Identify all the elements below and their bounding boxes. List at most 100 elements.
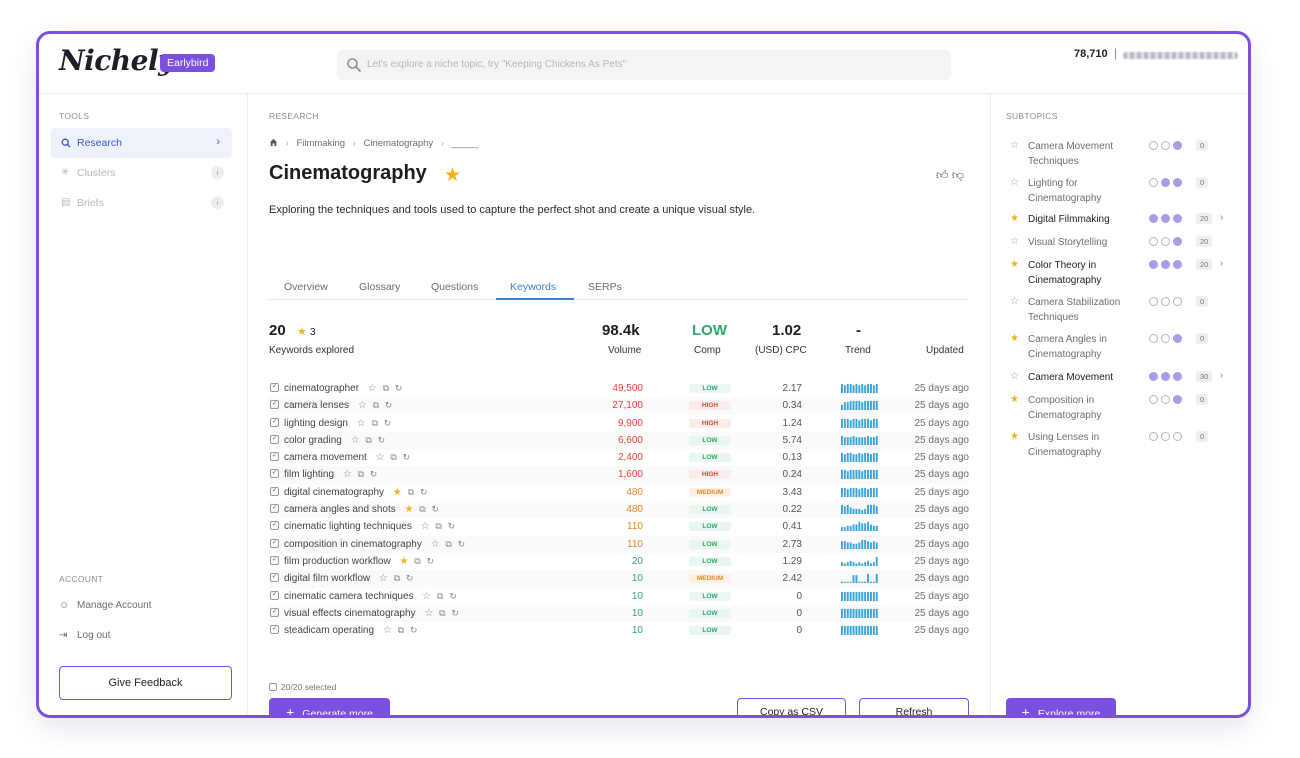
star-outline-icon[interactable]: ☆ (342, 469, 352, 481)
subtopic-label[interactable]: Color Theory in Cinematography (1028, 260, 1102, 286)
keyword-text[interactable]: digital cinematography (284, 486, 385, 498)
table-row[interactable]: ✓ steadicam operating ☆ ⧉ ↻ 10 LOW 0 25 … (269, 622, 969, 639)
home-icon[interactable] (269, 138, 281, 149)
subtopic-label[interactable]: Camera Stabilization Techniques (1028, 297, 1121, 323)
refresh-icon[interactable]: ↻ (405, 573, 414, 584)
refresh-icon[interactable]: ↻ (449, 590, 457, 601)
star-outline-icon[interactable]: ☆ (420, 521, 430, 533)
table-row[interactable]: ✓ film lighting ☆ ⧉ ↻ 1,600 HIGH 0.24 25… (269, 466, 969, 484)
star-filled-icon[interactable]: ★ (1010, 333, 1019, 344)
thumbs-up-icon[interactable]: 👍︎ (936, 168, 949, 182)
chevron-right-icon[interactable]: › (1220, 370, 1224, 381)
table-row[interactable]: ✓ color grading ☆ ⧉ ↻ 6,600 LOW 5.74 25 … (269, 431, 969, 450)
row-checkbox[interactable]: ✓ (270, 538, 279, 548)
chevron-right-icon[interactable]: › (1220, 212, 1224, 223)
table-row[interactable]: ✓ film production workflow ★ ⧉ ↻ 20 LOW … (269, 553, 969, 570)
tab-overview[interactable]: Overview (284, 281, 328, 293)
give-feedback-button[interactable]: Give Feedback (59, 666, 232, 700)
star-outline-icon[interactable]: ☆ (357, 400, 367, 412)
refresh-icon[interactable]: ↻ (383, 417, 392, 428)
keyword-text[interactable]: camera lenses (284, 400, 350, 412)
subtopic-label[interactable]: Digital Filmmaking (1028, 214, 1110, 225)
star-outline-icon[interactable]: ☆ (382, 625, 392, 637)
checkbox-icon[interactable] (269, 683, 277, 691)
manage-account-link[interactable]: ☺ Manage Account (59, 600, 152, 611)
thumbs-down-icon[interactable]: 👎︎ (951, 168, 965, 182)
star-outline-icon[interactable]: ☆ (1010, 236, 1019, 247)
external-link-icon[interactable]: ⧉ (357, 469, 364, 480)
external-link-icon[interactable]: ⧉ (407, 486, 415, 497)
row-checkbox[interactable]: ✓ (270, 469, 279, 479)
table-row[interactable]: ✓ camera angles and shots ★ ⧉ ↻ 480 LOW … (269, 501, 969, 519)
subtopic-label[interactable]: Camera Angles in Cinematography (1028, 334, 1107, 360)
external-link-icon[interactable]: ⧉ (397, 625, 405, 636)
keyword-text[interactable]: visual effects cinematography (284, 607, 416, 619)
star-filled-icon[interactable]: ★ (1010, 259, 1019, 270)
table-row[interactable]: ✓ digital film workflow ☆ ⧉ ↻ 10 MEDIUM … (269, 570, 969, 588)
star-outline-icon[interactable]: ☆ (1010, 296, 1019, 307)
star-filled-icon[interactable]: ★ (392, 486, 402, 498)
sidebar-item-clusters[interactable]: ✳ Clusters i (51, 158, 232, 188)
user-email-redacted[interactable] (1123, 52, 1238, 59)
refresh-icon[interactable]: ↻ (426, 555, 435, 566)
subtopic-label[interactable]: Lighting for Cinematography (1028, 178, 1102, 204)
tab-serps[interactable]: SERPs (588, 281, 622, 293)
row-checkbox[interactable]: ✓ (270, 434, 279, 444)
subtopic-label[interactable]: Camera Movement (1028, 372, 1114, 383)
refresh-icon[interactable]: ↻ (369, 469, 378, 480)
refresh-icon[interactable]: ↻ (419, 486, 428, 497)
row-checkbox[interactable]: ✓ (270, 417, 279, 427)
info-icon[interactable]: i (211, 166, 224, 179)
star-filled-icon[interactable]: ★ (1010, 431, 1019, 442)
external-link-icon[interactable]: ⧉ (439, 607, 446, 618)
table-row[interactable]: ✓ digital cinematography ★ ⧉ ↻ 480 MEDIU… (269, 484, 969, 501)
keyword-text[interactable]: cinematic camera techniques (284, 590, 414, 602)
refresh-button[interactable]: Refresh (859, 698, 969, 715)
row-checkbox[interactable]: ✓ (270, 607, 279, 617)
star-outline-icon[interactable]: ☆ (424, 607, 434, 619)
star-outline-icon[interactable]: ☆ (350, 434, 360, 446)
external-link-icon[interactable]: ⧉ (371, 417, 378, 428)
star-filled-icon[interactable]: ★ (1010, 213, 1019, 224)
table-row[interactable]: ✓ visual effects cinematography ☆ ⧉ ↻ 10… (269, 604, 969, 623)
logout-link[interactable]: ⇥ Log out (59, 630, 110, 641)
keyword-text[interactable]: cinematographer (284, 383, 360, 394)
refresh-icon[interactable]: ↻ (394, 383, 403, 393)
external-link-icon[interactable]: ⧉ (372, 400, 379, 411)
app-logo[interactable]: Nichely (59, 44, 174, 77)
row-checkbox[interactable]: ✓ (270, 625, 279, 635)
sidebar-item-research[interactable]: Research › (51, 128, 232, 158)
table-row[interactable]: ✓ lighting design ☆ ⧉ ↻ 9,900 HIGH 1.24 … (269, 415, 969, 432)
subtopic-label[interactable]: Using Lenses in Cinematography (1028, 432, 1102, 458)
row-checkbox[interactable]: ✓ (270, 573, 279, 583)
star-filled-icon[interactable]: ★ (1010, 394, 1019, 405)
table-row[interactable]: ✓ cinematic lighting techniques ☆ ⧉ ↻ 11… (269, 518, 969, 535)
external-link-icon[interactable]: ⧉ (419, 504, 426, 515)
row-checkbox[interactable]: ✓ (270, 486, 279, 496)
refresh-icon[interactable]: ↻ (457, 538, 466, 549)
keyword-text[interactable]: lighting design (284, 417, 348, 429)
tab-glossary[interactable]: Glossary (359, 281, 401, 293)
external-link-icon[interactable]: ⧉ (382, 383, 390, 393)
external-link-icon[interactable]: ⧉ (435, 521, 442, 532)
row-checkbox[interactable]: ✓ (270, 504, 279, 514)
subtopic-label[interactable]: Composition in Cinematography (1028, 395, 1102, 421)
refresh-icon[interactable]: ↻ (409, 625, 418, 636)
tab-keywords[interactable]: Keywords (510, 281, 557, 293)
keyword-text[interactable]: camera movement (284, 452, 367, 464)
row-checkbox[interactable]: ✓ (270, 555, 279, 565)
refresh-icon[interactable]: ↻ (402, 452, 411, 463)
keyword-text[interactable]: camera angles and shots (284, 504, 396, 516)
row-checkbox[interactable]: ✓ (270, 452, 279, 462)
table-row[interactable]: ✓ composition in cinematography ☆ ⧉ ↻ 11… (269, 535, 969, 553)
keyword-text[interactable]: film production workflow (284, 555, 391, 567)
external-link-icon[interactable]: ⧉ (445, 538, 452, 549)
search-input[interactable]: Let's explore a niche topic, try "Keepin… (337, 50, 951, 80)
star-outline-icon[interactable]: ☆ (1010, 140, 1019, 151)
row-checkbox[interactable]: ✓ (270, 400, 279, 410)
chevron-right-icon[interactable]: › (1220, 258, 1224, 269)
row-checkbox[interactable]: ✓ (270, 383, 279, 392)
row-checkbox[interactable]: ✓ (270, 590, 279, 600)
tab-questions[interactable]: Questions (431, 281, 479, 293)
breadcrumb-item[interactable]: Cinematography (363, 138, 434, 149)
